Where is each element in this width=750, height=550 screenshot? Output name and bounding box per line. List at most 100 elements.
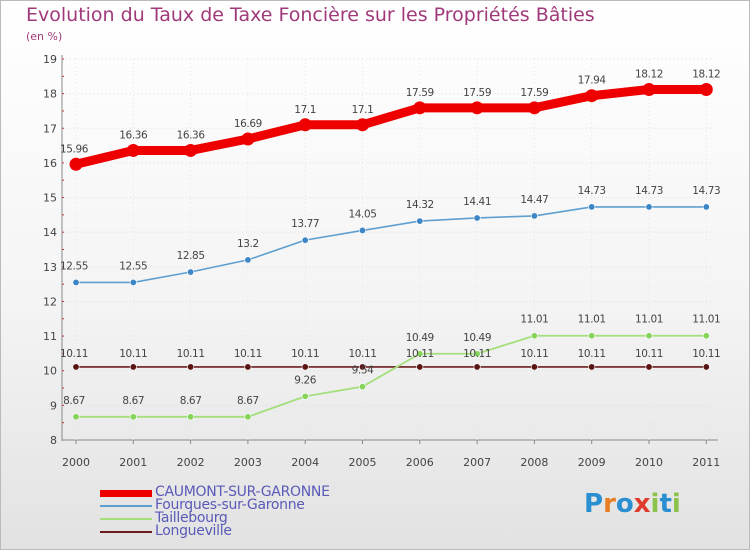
- data-point: [244, 413, 252, 421]
- chart-unit-label: (en %): [26, 30, 63, 43]
- data-label: 17.59: [406, 87, 434, 99]
- data-label: 14.73: [635, 185, 663, 197]
- data-label: 10.11: [234, 348, 262, 360]
- data-label: 11.01: [578, 314, 606, 326]
- data-label: 10.49: [406, 332, 434, 344]
- data-label: 10.11: [463, 348, 491, 360]
- data-label: 10.11: [406, 348, 434, 360]
- x-tick-label: 2008: [520, 456, 548, 469]
- data-point: [702, 363, 710, 371]
- legend-swatch: [100, 489, 152, 497]
- data-label: 12.85: [177, 250, 205, 262]
- logo-letter: i: [671, 489, 681, 519]
- data-point: [699, 82, 713, 96]
- legend-item: Fourques-sur-Garonne: [100, 497, 400, 513]
- data-label: 13.2: [237, 238, 259, 250]
- data-point: [530, 363, 538, 371]
- y-tick-label: 13: [43, 261, 57, 274]
- data-point: [129, 363, 137, 371]
- data-label: 9.54: [352, 365, 374, 377]
- data-point: [473, 363, 481, 371]
- series-line: [75, 334, 708, 418]
- data-point: [416, 363, 424, 371]
- data-point: [187, 268, 195, 276]
- legend-label: Fourques-sur-Garonne: [155, 497, 305, 513]
- data-point: [588, 363, 596, 371]
- y-tick-label: 18: [43, 88, 57, 101]
- data-label: 10.11: [635, 348, 663, 360]
- data-label: 10.11: [578, 348, 606, 360]
- data-point: [588, 332, 596, 340]
- legend-label: Longueville: [155, 523, 232, 539]
- data-point: [69, 157, 83, 171]
- data-point: [413, 101, 427, 115]
- data-point: [588, 203, 596, 211]
- x-tick-label: 2011: [692, 456, 720, 469]
- data-label: 10.11: [119, 348, 147, 360]
- y-tick-label: 15: [43, 192, 57, 205]
- data-label: 10.11: [60, 348, 88, 360]
- data-label: 11.01: [520, 314, 548, 326]
- data-point: [473, 350, 481, 358]
- data-label: 13.77: [291, 218, 319, 230]
- legend-swatch: [100, 505, 152, 507]
- data-label: 10.49: [463, 332, 491, 344]
- data-point: [298, 118, 312, 132]
- data-label: 12.55: [60, 260, 88, 272]
- y-tick-label: 9: [50, 399, 57, 412]
- data-point: [126, 143, 140, 157]
- data-label: 14.47: [520, 194, 548, 206]
- data-point: [358, 383, 366, 391]
- data-point: [416, 350, 424, 358]
- data-point: [72, 363, 80, 371]
- data-label: 10.11: [692, 348, 720, 360]
- data-point: [358, 226, 366, 234]
- data-label: 18.12: [635, 68, 663, 80]
- data-label: 16.36: [177, 129, 206, 141]
- data-point: [530, 212, 538, 220]
- y-tick-label: 14: [43, 226, 57, 239]
- legend-item: Longueville: [100, 523, 400, 539]
- data-label: 17.94: [578, 75, 607, 87]
- data-label: 14.32: [406, 199, 434, 211]
- data-point: [301, 236, 309, 244]
- y-tick-label: 10: [43, 365, 57, 378]
- data-label: 14.05: [348, 208, 376, 220]
- data-label: 14.73: [692, 185, 720, 197]
- legend-swatch: [100, 518, 152, 520]
- data-label: 14.73: [578, 185, 606, 197]
- x-tick-label: 2009: [578, 456, 606, 469]
- data-point: [530, 332, 538, 340]
- y-tick-label: 17: [43, 122, 57, 135]
- x-tick-label: 2003: [234, 456, 262, 469]
- data-point: [645, 203, 653, 211]
- data-point: [244, 256, 252, 264]
- logo-letter: r: [603, 489, 616, 519]
- y-tick-label: 12: [43, 295, 57, 308]
- x-tick-label: 2004: [291, 456, 319, 469]
- data-point: [645, 363, 653, 371]
- data-point: [702, 203, 710, 211]
- data-label: 8.67: [122, 395, 144, 407]
- data-point: [244, 363, 252, 371]
- y-tick-label: 16: [43, 157, 57, 170]
- logo-letter: t: [659, 489, 672, 519]
- data-point: [585, 89, 599, 103]
- x-tick-label: 2007: [463, 456, 491, 469]
- legend-item: CAUMONT-SUR-GARONNE: [100, 484, 400, 500]
- data-point: [72, 278, 80, 286]
- data-label: 14.41: [463, 196, 491, 208]
- data-label: 10.11: [520, 348, 548, 360]
- data-label: 17.59: [520, 87, 548, 99]
- data-point: [72, 413, 80, 421]
- legend-swatch: [100, 531, 152, 533]
- data-label: 15.96: [60, 143, 89, 155]
- x-tick-label: 2001: [119, 456, 147, 469]
- data-label: 16.36: [119, 129, 148, 141]
- logo-letter: i: [650, 489, 660, 519]
- data-label: 17.1: [294, 104, 316, 116]
- data-point: [241, 132, 255, 146]
- data-label: 11.01: [692, 314, 720, 326]
- data-label: 16.69: [234, 118, 262, 130]
